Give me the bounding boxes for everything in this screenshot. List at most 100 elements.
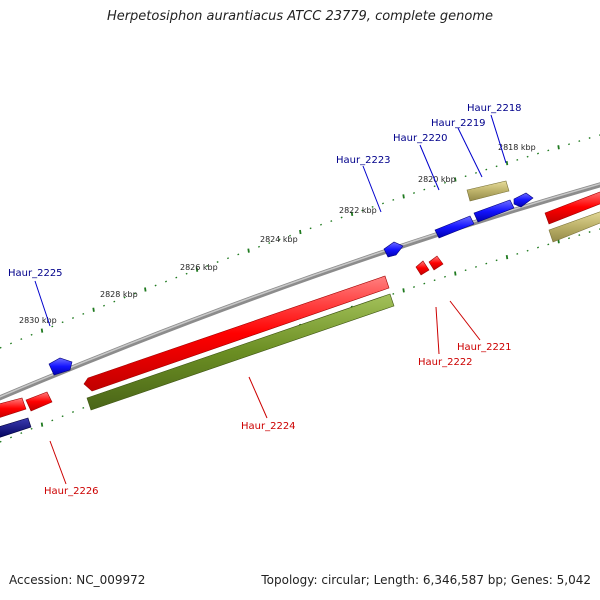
gene-label-2219: Haur_2219 xyxy=(431,118,486,129)
outer-tick xyxy=(237,253,240,256)
inner-tick xyxy=(61,415,64,418)
outer-tick xyxy=(195,267,199,272)
outer-tick xyxy=(495,165,498,168)
gene-2224[interactable] xyxy=(83,275,390,392)
outer-scale-ring xyxy=(0,134,600,349)
outer-tick xyxy=(288,234,292,237)
inner-tick xyxy=(392,292,395,295)
inner-tick xyxy=(71,411,75,413)
inner-tick xyxy=(40,422,44,427)
inner-tick xyxy=(578,234,581,237)
outer-tick xyxy=(536,152,540,155)
scale-label-2822: 2822 kbp xyxy=(339,206,377,215)
outer-tick xyxy=(505,160,509,166)
outer-tick xyxy=(51,325,54,328)
inner-tick xyxy=(402,288,405,293)
scale-label-2820: 2820 kbp xyxy=(418,175,456,184)
outer-tick xyxy=(474,171,478,174)
gene-2218[interactable] xyxy=(513,192,534,208)
inner-tick xyxy=(516,252,519,255)
gene-label-2223: Haur_2223 xyxy=(336,155,391,166)
gene-2225[interactable] xyxy=(48,357,73,376)
outer-tick xyxy=(154,284,157,287)
khaki-track xyxy=(466,180,600,243)
outer-tick xyxy=(268,242,271,245)
inner-tick xyxy=(454,271,457,276)
gene-partial-left[interactable] xyxy=(0,397,27,419)
outer-tick xyxy=(102,304,106,307)
outer-tick xyxy=(526,155,529,158)
inner-tick xyxy=(51,419,54,422)
outer-tick xyxy=(443,181,447,184)
scale-label-2828: 2828 kbp xyxy=(100,290,138,299)
inner-tick xyxy=(82,406,85,409)
gene-2223[interactable] xyxy=(383,241,404,258)
scale-label-2830: 2830 kbp xyxy=(19,316,57,325)
outer-tick xyxy=(257,245,261,248)
khaki-feature-b[interactable] xyxy=(548,210,600,243)
outer-tick xyxy=(30,333,33,336)
inner-tick xyxy=(526,249,529,252)
outer-tick xyxy=(361,209,364,212)
outer-tick xyxy=(423,188,426,191)
scale-label-2824: 2824 kbp xyxy=(260,235,298,244)
outer-tick xyxy=(319,223,323,226)
genome-backbone xyxy=(0,182,600,401)
inner-tick xyxy=(588,231,591,233)
inner-tick xyxy=(485,262,488,265)
outer-tick xyxy=(123,296,126,299)
genome-backbone-highlight xyxy=(0,183,600,398)
outer-tick xyxy=(485,168,488,171)
outer-tick xyxy=(309,227,312,230)
gene-partial-right[interactable] xyxy=(544,190,600,225)
outer-tick xyxy=(71,317,75,319)
inner-tick xyxy=(9,436,13,439)
inner-tick xyxy=(433,279,436,282)
outer-tick xyxy=(113,300,116,303)
gene-2219[interactable] xyxy=(473,199,515,223)
outer-tick xyxy=(82,312,85,315)
outer-tick xyxy=(340,216,343,219)
outer-tick xyxy=(392,198,395,201)
inner-tick xyxy=(536,246,540,249)
outer-tick xyxy=(371,205,374,208)
gene-label-2224: Haur_2224 xyxy=(241,421,296,432)
gene-label-2225: Haur_2225 xyxy=(8,268,63,279)
gene-label-2226: Haur_2226 xyxy=(44,486,99,497)
olive-track xyxy=(86,293,395,411)
inner-tick xyxy=(443,275,447,278)
outer-tick xyxy=(547,149,550,152)
inner-tick xyxy=(412,286,416,288)
outer-tick xyxy=(402,194,405,199)
inner-tick xyxy=(423,282,426,285)
outer-tick xyxy=(557,145,560,150)
outer-tick xyxy=(588,137,591,139)
gene-2226[interactable] xyxy=(25,391,53,412)
inner-tick xyxy=(567,237,571,240)
outer-tick xyxy=(144,287,147,292)
gene-2222[interactable] xyxy=(415,260,430,276)
gene-label-2221: Haur_2221 xyxy=(457,342,512,353)
gene-label-2220: Haur_2220 xyxy=(393,133,448,144)
map-title: Herpetosiphon aurantiacus ATCC 23779, co… xyxy=(106,9,494,24)
outer-tick xyxy=(412,192,416,194)
inner-tick xyxy=(505,254,509,260)
inner-tick xyxy=(495,259,498,262)
label-leaders xyxy=(34,114,507,485)
gene-labels: Haur_2218 Haur_2219 Haur_2220 Haur_2223 … xyxy=(8,103,522,497)
gene-2221[interactable] xyxy=(428,255,444,271)
accession-text: Accession: NC_009972 xyxy=(9,573,146,587)
gene-dark-partial[interactable] xyxy=(0,417,32,439)
khaki-feature-a[interactable] xyxy=(466,180,510,202)
outer-tick xyxy=(247,248,250,253)
olive-feature[interactable] xyxy=(86,293,395,411)
outer-tick xyxy=(9,342,13,345)
outer-tick xyxy=(20,338,23,341)
outer-tick xyxy=(578,140,581,143)
gene-2220[interactable] xyxy=(434,215,475,239)
outer-tick xyxy=(164,280,168,283)
inner-tick xyxy=(30,427,33,430)
scale-label-2818: 2818 kbp xyxy=(498,143,536,152)
outer-tick xyxy=(567,143,571,146)
